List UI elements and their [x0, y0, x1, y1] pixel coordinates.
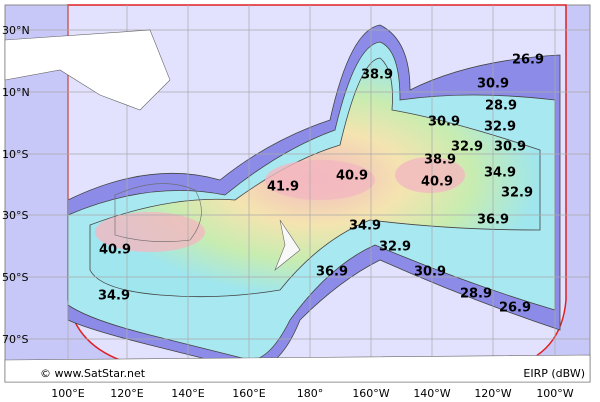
lat-label: 70°S [2, 333, 28, 346]
lon-label: 100°W [536, 387, 573, 400]
lon-label: 140°E [171, 387, 204, 400]
lat-label: 10°N [2, 86, 30, 99]
footprint [67, 24, 561, 371]
contour-label: 38.9 [424, 153, 456, 168]
lat-label: 50°S [2, 271, 28, 284]
unit-label: EIRP (dBW) [523, 367, 585, 380]
contour-label: 32.9 [501, 186, 533, 201]
contour-label: 36.9 [477, 213, 509, 228]
lat-label: 10°S [2, 148, 28, 161]
contour-label: 30.9 [494, 140, 526, 155]
lon-label: 120°E [110, 387, 143, 400]
lon-label: 160°W [352, 387, 389, 400]
contour-label: 32.9 [484, 120, 516, 135]
contour-label: 38.9 [361, 68, 393, 83]
contour-label: 40.9 [421, 175, 453, 190]
contour-label: 34.9 [98, 289, 130, 304]
lon-label: 100°E [51, 387, 84, 400]
lat-label: 30°N [2, 24, 30, 37]
landmasses [4, 29, 591, 383]
lon-label: 140°W [413, 387, 450, 400]
credit: © www.SatStar.net [40, 367, 146, 380]
lon-label: 160°E [232, 387, 265, 400]
contour-label: 32.9 [379, 240, 411, 255]
contour-label: 28.9 [460, 287, 492, 302]
contour-label: 30.9 [414, 265, 446, 280]
contour-label: 30.9 [428, 115, 460, 130]
lon-label: 180° [297, 387, 324, 400]
contour-label: 40.9 [99, 243, 131, 258]
contour-label: 40.9 [336, 169, 368, 184]
contour-label: 34.9 [484, 166, 516, 181]
contour-label: 41.9 [267, 180, 299, 195]
contour-label: 32.9 [451, 140, 483, 155]
contour-label: 36.9 [316, 265, 348, 280]
contour-label: 26.9 [499, 301, 531, 316]
contour-label: 28.9 [485, 99, 517, 114]
lon-label: 120°W [474, 387, 511, 400]
contour-label: 30.9 [477, 77, 509, 92]
contour-label: 34.9 [349, 219, 381, 234]
lat-label: 30°S [2, 209, 28, 222]
contour-label: 26.9 [512, 53, 544, 68]
